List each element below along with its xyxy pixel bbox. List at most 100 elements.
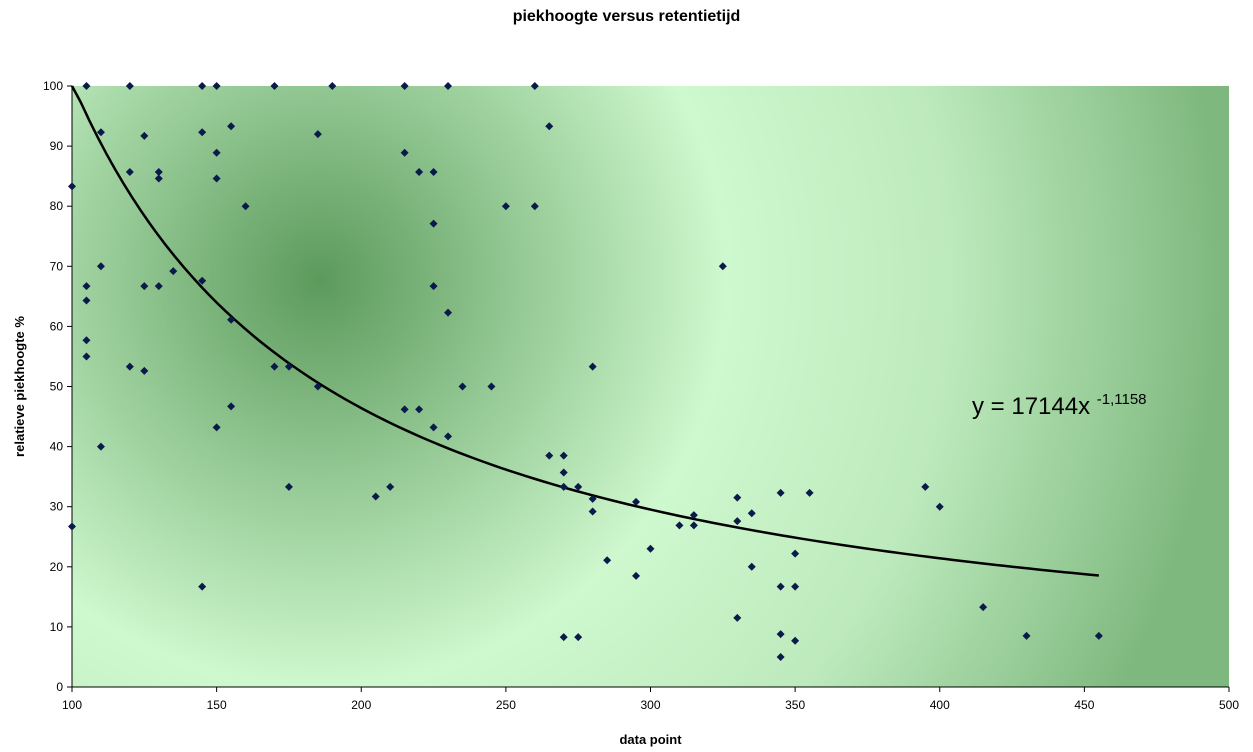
- data-point: [444, 432, 453, 441]
- data-point: [125, 167, 134, 176]
- data-point: [632, 571, 641, 580]
- data-point: [140, 282, 149, 291]
- data-point: [400, 82, 409, 90]
- data-point: [776, 652, 785, 661]
- data-point: [96, 442, 105, 451]
- data-point: [574, 633, 583, 642]
- data-point: [501, 202, 510, 211]
- data-point: [241, 202, 250, 211]
- data-point: [140, 366, 149, 375]
- data-point: [82, 296, 91, 305]
- x-tick-label: 450: [1074, 698, 1094, 712]
- y-tick-label: 10: [50, 620, 64, 634]
- data-point: [588, 362, 597, 371]
- data-point: [776, 488, 785, 497]
- data-point: [530, 82, 539, 90]
- data-point: [487, 382, 496, 391]
- data-point: [559, 482, 568, 491]
- x-tick-label: 350: [785, 698, 805, 712]
- data-point: [646, 544, 655, 553]
- data-point: [82, 282, 91, 291]
- y-tick-label: 30: [50, 500, 64, 514]
- data-point: [791, 549, 800, 558]
- data-point: [415, 167, 424, 176]
- data-point: [169, 267, 178, 276]
- data-point: [559, 468, 568, 477]
- data-point: [125, 82, 134, 90]
- data-point: [227, 122, 236, 131]
- chart-title: piekhoogte versus retentietijd: [512, 8, 741, 25]
- data-point: [559, 451, 568, 460]
- plot-area: [72, 86, 1229, 687]
- data-point: [68, 182, 76, 191]
- x-tick-label: 500: [1219, 698, 1239, 712]
- data-point: [328, 82, 337, 90]
- data-point: [212, 82, 221, 90]
- data-point: [776, 630, 785, 639]
- y-axis-title: relatieve piekhoogte %: [12, 316, 27, 457]
- data-point: [198, 276, 207, 285]
- data-point: [415, 405, 424, 414]
- y-tick-label: 80: [50, 199, 64, 213]
- data-points: [68, 82, 1103, 661]
- equation-base: y = 17144x: [972, 393, 1090, 420]
- trendline-layer: [70, 85, 1099, 577]
- y-tick-label: 90: [50, 139, 64, 153]
- x-tick-label: 150: [207, 698, 227, 712]
- data-point: [559, 633, 568, 642]
- data-point: [603, 556, 612, 565]
- data-point: [429, 282, 438, 291]
- data-point: [458, 382, 467, 391]
- x-tick-label: 300: [640, 698, 660, 712]
- data-point: [776, 582, 785, 591]
- data-point: [429, 423, 438, 432]
- data-point: [733, 517, 742, 526]
- x-tick-label: 200: [351, 698, 371, 712]
- data-point: [82, 352, 91, 361]
- data-point: [400, 405, 409, 414]
- data-point: [270, 82, 279, 90]
- data-point: [791, 636, 800, 645]
- data-point: [284, 482, 293, 491]
- data-point: [530, 202, 539, 211]
- y-tick-label: 0: [56, 680, 63, 694]
- x-tick-label: 100: [62, 698, 82, 712]
- data-point: [429, 219, 438, 228]
- data-point: [96, 128, 105, 137]
- data-point: [574, 482, 583, 491]
- data-point: [198, 582, 207, 591]
- data-point: [675, 521, 684, 530]
- data-point: [96, 262, 105, 271]
- data-point: [429, 167, 438, 176]
- data-point: [588, 507, 597, 516]
- data-point: [313, 130, 322, 139]
- data-point: [935, 502, 944, 511]
- x-tick-label: 400: [930, 698, 950, 712]
- y-tick-label: 60: [50, 319, 64, 333]
- data-point: [588, 494, 597, 503]
- data-point: [140, 131, 149, 140]
- data-point: [270, 362, 279, 371]
- data-point: [154, 167, 163, 176]
- data-point: [733, 613, 742, 622]
- y-tick-label: 40: [50, 440, 64, 454]
- data-point: [386, 482, 395, 491]
- data-point: [1094, 631, 1103, 640]
- x-tick-label: 250: [496, 698, 516, 712]
- data-point: [921, 482, 930, 491]
- data-point: [82, 82, 91, 90]
- y-tick-label: 70: [50, 259, 64, 273]
- data-point: [313, 382, 322, 391]
- y-tick-label: 20: [50, 560, 64, 574]
- data-point: [212, 148, 221, 157]
- data-point: [791, 582, 800, 591]
- data-point: [632, 497, 641, 506]
- data-point: [718, 262, 727, 271]
- data-point: [747, 509, 756, 518]
- data-point: [82, 336, 91, 345]
- data-point: [371, 492, 380, 501]
- data-point: [545, 451, 554, 460]
- y-tick-label: 50: [50, 380, 64, 394]
- data-point: [227, 315, 236, 324]
